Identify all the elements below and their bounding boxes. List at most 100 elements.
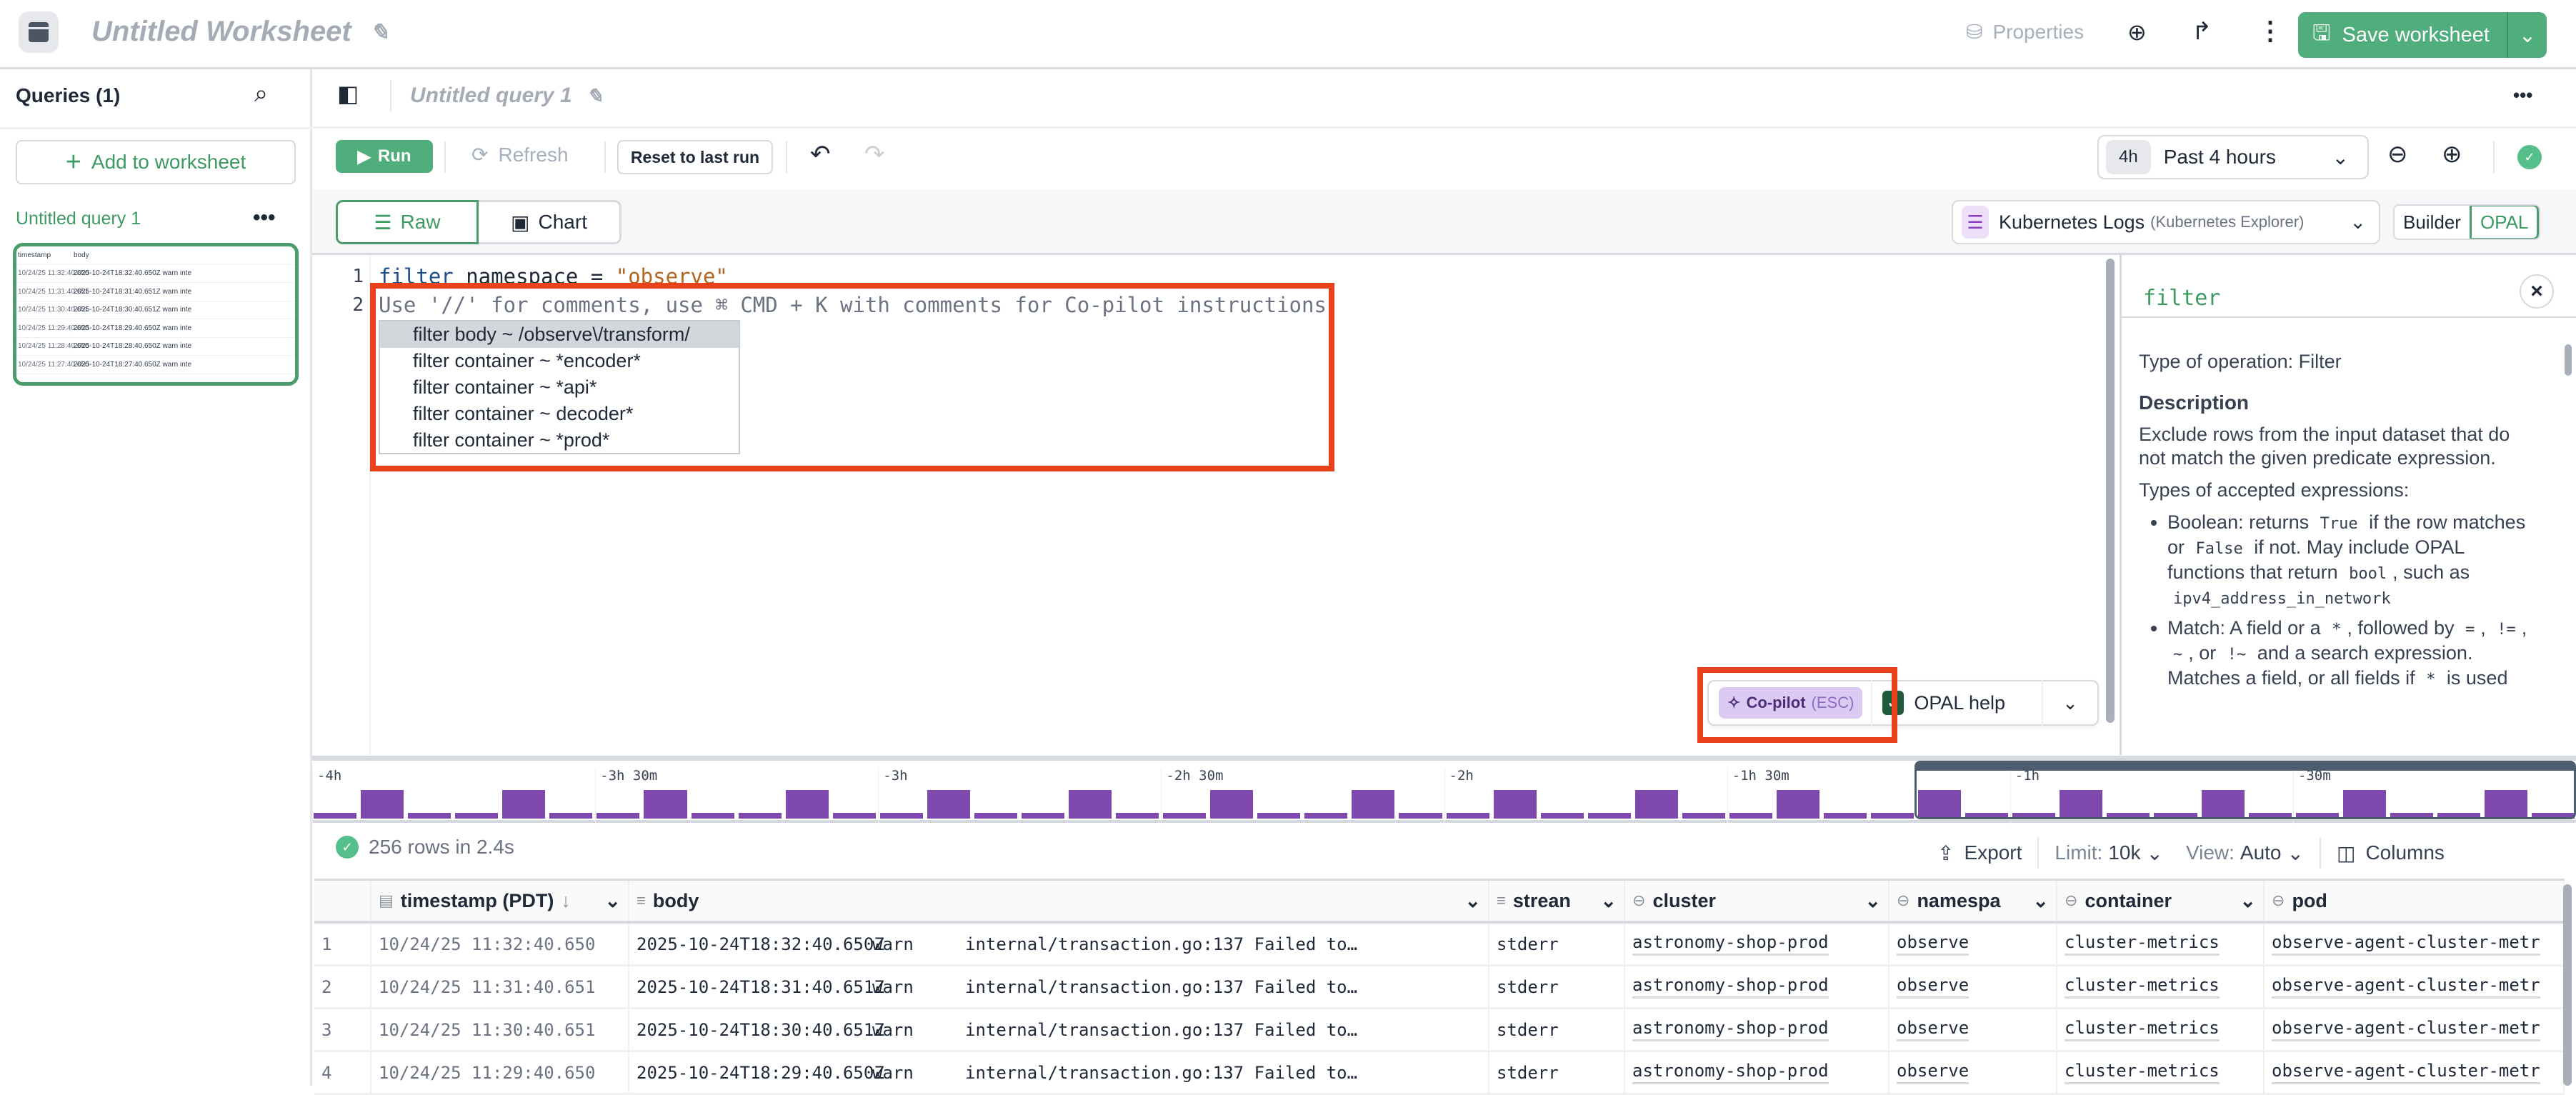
zoom-out-icon[interactable]: ⊖ — [2387, 141, 2408, 168]
histogram-bar[interactable] — [596, 813, 640, 819]
autocomplete-option[interactable]: filter container ~ decoder* — [413, 403, 634, 424]
add-to-dashboard-icon[interactable]: ⊕ — [2127, 19, 2147, 45]
opal-help-toggle[interactable]: ✓ OPAL help — [1882, 691, 2005, 715]
cell-value[interactable]: observe-agent-cluster-metr — [2272, 1018, 2540, 1041]
column-header-timestamp[interactable]: ▤ timestamp (PDT) ↓ ⌄ — [371, 881, 629, 921]
histogram[interactable]: -4h -3h 30m -3h -2h 30m -2h -1h 30m -1h -30m — [312, 756, 2576, 824]
collapse-panel-icon[interactable]: ◧ — [337, 81, 359, 106]
undo-icon[interactable]: ↶ — [810, 141, 831, 168]
zoom-in-icon[interactable]: ⊕ — [2442, 141, 2462, 168]
histogram-bar[interactable] — [785, 790, 829, 819]
chevron-down-icon[interactable]: ⌄ — [1600, 889, 1617, 911]
histogram-bar[interactable] — [2295, 813, 2339, 819]
cell-value[interactable]: observe — [1897, 1061, 1970, 1084]
histogram-bar[interactable] — [927, 790, 970, 819]
histogram-bar[interactable] — [2484, 790, 2527, 819]
histogram-bar[interactable] — [1163, 813, 1207, 819]
dataset-selector[interactable]: ☰ Kubernetes Logs (Kubernetes Explorer) … — [1952, 200, 2380, 244]
autocomplete-option[interactable]: filter body ~ /observe\/transform/ — [380, 321, 739, 348]
histogram-bar[interactable] — [1210, 790, 1254, 819]
histogram-bar[interactable] — [549, 813, 593, 819]
query-thumbnail[interactable]: timestamp body 10/24/25 11:32:40.650 2025-1… — [13, 243, 299, 386]
cell-value[interactable]: astronomy-shop-prod — [1632, 1061, 1829, 1084]
histogram-bar[interactable] — [2012, 813, 2056, 819]
cell-value[interactable]: astronomy-shop-prod — [1632, 975, 1829, 999]
table-scrollbar[interactable] — [2563, 884, 2572, 1086]
histogram-bar[interactable] — [408, 813, 451, 819]
query-title[interactable]: Untitled query 1 ✎ — [410, 84, 603, 108]
histogram-bar[interactable] — [502, 790, 546, 819]
table-row[interactable]: 1 10/24/25 11:32:40.650 2025-10-24T18:32:4… — [314, 924, 2565, 966]
cell-value[interactable]: observe-agent-cluster-metr — [2272, 1061, 2540, 1084]
autocomplete-dropdown[interactable]: filter body ~ /observe\/transform/filter… — [379, 320, 740, 454]
pencil-icon[interactable]: ✎ — [586, 84, 604, 107]
column-header-namespa[interactable]: ⊖ namespa ⌄ — [1889, 881, 2057, 921]
histogram-bar[interactable] — [1116, 813, 1159, 819]
histogram-bar[interactable] — [1352, 790, 1395, 819]
editor-scrollbar[interactable] — [2106, 259, 2115, 723]
view-select[interactable]: View: Auto ⌄ — [2186, 841, 2304, 865]
cell-value[interactable]: observe — [1897, 1018, 1970, 1041]
column-header-strean[interactable]: ≡ strean ⌄ — [1489, 881, 1625, 921]
properties-button[interactable]: ⛁ Properties — [1966, 20, 2084, 44]
cell-value[interactable]: observe — [1897, 932, 1970, 956]
histogram-bar[interactable] — [1021, 813, 1064, 819]
cell-value[interactable]: cluster-metrics — [2065, 975, 2220, 999]
histogram-bar[interactable] — [2531, 813, 2575, 819]
column-header-cluster[interactable]: ⊖ cluster ⌄ — [1625, 881, 1889, 921]
query-list-item[interactable]: Untitled query 1 — [16, 209, 141, 229]
histogram-bar[interactable] — [2437, 813, 2480, 819]
mode-builder[interactable]: Builder — [2403, 211, 2461, 233]
histogram-bar[interactable] — [1965, 813, 2009, 819]
cell-value[interactable]: cluster-metrics — [2065, 1018, 2220, 1041]
histogram-bar[interactable] — [1871, 813, 1914, 819]
histogram-bar[interactable] — [2060, 790, 2103, 819]
columns-button[interactable]: ◫ Columns — [2337, 841, 2445, 865]
reset-to-last-run-button[interactable]: Reset to last run — [617, 140, 773, 174]
histogram-bar[interactable] — [1824, 813, 1867, 819]
cell-value[interactable]: astronomy-shop-prod — [1632, 932, 1829, 956]
cell-value[interactable]: observe-agent-cluster-metr — [2272, 975, 2540, 999]
table-row[interactable]: 2 10/24/25 11:31:40.651 2025-10-24T18:31:4… — [314, 966, 2565, 1009]
limit-select[interactable]: Limit: 10k ⌄ — [2055, 841, 2163, 865]
cell-value[interactable]: observe-agent-cluster-metr — [2272, 932, 2540, 956]
sort-desc-icon[interactable]: ↓ — [561, 889, 571, 911]
histogram-bar[interactable] — [1304, 813, 1348, 819]
chevron-down-icon[interactable]: ⌄ — [1464, 889, 1481, 911]
save-dropdown-chevron-icon[interactable]: ⌄ — [2507, 12, 2547, 58]
tab-chart[interactable]: ▣ Chart — [479, 200, 621, 244]
histogram-bar[interactable] — [2248, 813, 2292, 819]
histogram-bar[interactable] — [1918, 790, 1962, 819]
autocomplete-option[interactable]: filter container ~ *prod* — [413, 429, 610, 451]
histogram-bar[interactable] — [314, 813, 357, 819]
histogram-bar[interactable] — [1729, 813, 1772, 819]
help-scrollbar[interactable] — [2565, 344, 2572, 376]
histogram-bar[interactable] — [1446, 813, 1489, 819]
mode-opal[interactable]: OPAL — [2469, 206, 2540, 239]
chevron-down-icon[interactable]: ⌄ — [604, 889, 621, 911]
histogram-selection[interactable] — [1914, 761, 2576, 819]
histogram-bar[interactable] — [738, 813, 782, 819]
histogram-bar[interactable] — [2342, 790, 2386, 819]
search-icon[interactable]: ⌕ — [254, 80, 269, 107]
histogram-bar[interactable] — [1069, 790, 1112, 819]
table-row[interactable]: 4 10/24/25 11:29:40.650 2025-10-24T18:29:4… — [314, 1052, 2565, 1095]
histogram-bar[interactable] — [1682, 813, 1725, 819]
column-header-body[interactable]: ≡ body ⌄ — [629, 881, 1489, 921]
pencil-icon[interactable]: ✎ — [369, 19, 389, 45]
histogram-bar[interactable] — [1776, 790, 1819, 819]
autocomplete-option[interactable]: filter container ~ *api* — [413, 376, 597, 398]
save-worksheet-button[interactable]: 🖫 Save worksheet ⌄ — [2298, 12, 2547, 58]
chevron-down-icon[interactable]: ⌄ — [2042, 680, 2097, 726]
time-range-picker[interactable]: 4h Past 4 hours ⌄ — [2097, 135, 2369, 179]
chevron-down-icon[interactable]: ⌄ — [1864, 889, 1881, 911]
share-icon[interactable]: ↱ — [2192, 18, 2212, 45]
mode-switch[interactable]: Builder OPAL — [2393, 204, 2541, 240]
table-row[interactable]: 3 10/24/25 11:30:40.651 2025-10-24T18:30:4… — [314, 1009, 2565, 1052]
histogram-bar[interactable] — [832, 813, 876, 819]
histogram-bar[interactable] — [691, 813, 734, 819]
histogram-bar[interactable] — [455, 813, 499, 819]
histogram-bar[interactable] — [361, 790, 404, 819]
close-icon[interactable]: × — [2520, 274, 2554, 309]
histogram-bar[interactable] — [1257, 813, 1301, 819]
